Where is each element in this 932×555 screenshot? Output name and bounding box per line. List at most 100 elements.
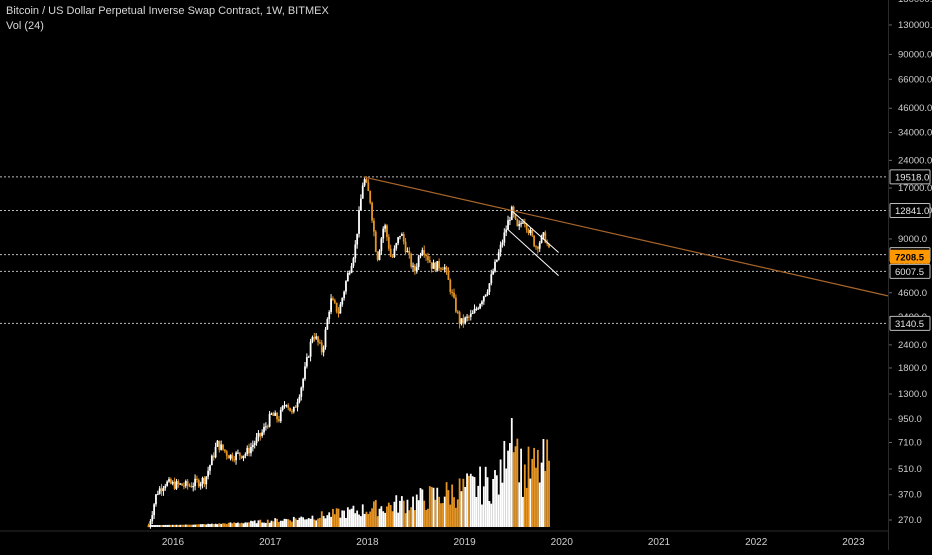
candle-body [393, 248, 396, 257]
volume-bar [371, 508, 373, 527]
candle-body [454, 297, 457, 312]
volume-bar [434, 499, 437, 527]
symbol-title: Bitcoin / US Dollar Perpetual Inverse Sw… [6, 5, 329, 17]
candle-body [516, 219, 519, 227]
candle-body [473, 309, 476, 314]
candle-body [400, 233, 403, 236]
x-axis-tick-label: 2023 [842, 537, 865, 548]
volume-bar [501, 482, 504, 527]
candle-body [250, 447, 252, 454]
volume-bar [540, 462, 543, 527]
candle-body [423, 250, 426, 255]
last-price-tag [890, 249, 930, 264]
candle-body [538, 242, 541, 249]
candle-body [169, 479, 172, 484]
candle-body [447, 270, 450, 281]
candle-body [533, 235, 536, 247]
candle-body [376, 251, 379, 260]
candle-body [374, 231, 377, 252]
candle-body [432, 262, 435, 269]
candle-body [531, 229, 534, 236]
volume-bar [382, 511, 385, 527]
volume-bar [155, 524, 157, 527]
candle-body [186, 481, 189, 486]
candle-body [253, 443, 256, 446]
volume-bar [328, 512, 331, 527]
volume-bar [464, 486, 467, 527]
candle-body [391, 256, 394, 258]
candle-body [156, 493, 159, 495]
candle-body [492, 271, 495, 275]
candle-body [453, 292, 455, 298]
candle-body [445, 267, 448, 271]
candle-body [244, 454, 247, 456]
volume-bar [153, 524, 156, 527]
volume-bar [205, 524, 208, 527]
volume-bar [162, 524, 165, 527]
candle-body [231, 454, 234, 460]
volume-bar [244, 522, 247, 527]
candle-body [527, 229, 530, 234]
candle-body [514, 214, 517, 220]
volume-bar [386, 506, 388, 527]
volume-bar [196, 524, 198, 527]
volume-bar [326, 515, 329, 527]
candle-body [462, 318, 465, 323]
volume-bar [216, 524, 219, 527]
volume-bar [412, 496, 414, 527]
candle-body [151, 515, 154, 522]
candle-body [326, 319, 329, 330]
candle-body [425, 254, 427, 257]
volume-bar [473, 477, 476, 527]
volume-bar [391, 511, 394, 527]
volume-bar [525, 487, 528, 527]
volume-bar [214, 523, 217, 527]
candle-body [298, 396, 301, 403]
volume-bar [168, 524, 170, 527]
candle-body [499, 244, 502, 253]
volume-bar [542, 438, 545, 527]
volume-bar [209, 524, 211, 527]
candle-body [501, 242, 504, 245]
volume-bar [210, 523, 213, 527]
volume-indicator-label[interactable]: Vol (24) [6, 20, 44, 32]
volume-bar [486, 477, 489, 527]
candle-body [162, 488, 165, 492]
volume-bar [548, 460, 550, 527]
volume-bar [404, 513, 407, 527]
candle-body [233, 459, 236, 461]
level-price-tag [889, 315, 931, 331]
candle-body [443, 267, 446, 270]
y-axis-tick-label: 130000.0 [898, 20, 932, 31]
candle-body [205, 476, 208, 485]
volume-bar [397, 512, 400, 527]
volume-bar [231, 523, 234, 527]
y-axis-tick-label: 180000.0 [898, 0, 932, 5]
candle-body [369, 191, 372, 203]
candle-body [177, 481, 180, 484]
y-axis-tick-label: 1300.0 [898, 389, 927, 400]
y-axis-tick-label: 66000.0 [898, 74, 932, 85]
channel-upper-line [511, 210, 559, 253]
volume-bar [194, 524, 196, 527]
candle-body [296, 402, 299, 408]
candle-body [300, 387, 303, 397]
candle-body [263, 426, 265, 433]
candle-body [495, 259, 498, 262]
candle-body [242, 455, 245, 459]
volume-bar [406, 499, 409, 527]
volume-bar [251, 521, 254, 527]
volume-bar [220, 523, 223, 527]
volume-bar [197, 524, 200, 527]
volume-bar [151, 524, 154, 527]
volume-bar [292, 516, 295, 527]
candle-body [441, 269, 444, 271]
volume-bar [305, 519, 308, 527]
volume-bar [536, 449, 539, 527]
candle-body [207, 470, 210, 477]
candle-body [389, 248, 392, 257]
chart-legend: Bitcoin / US Dollar Perpetual Inverse Sw… [6, 4, 329, 34]
volume-bar [264, 522, 267, 527]
